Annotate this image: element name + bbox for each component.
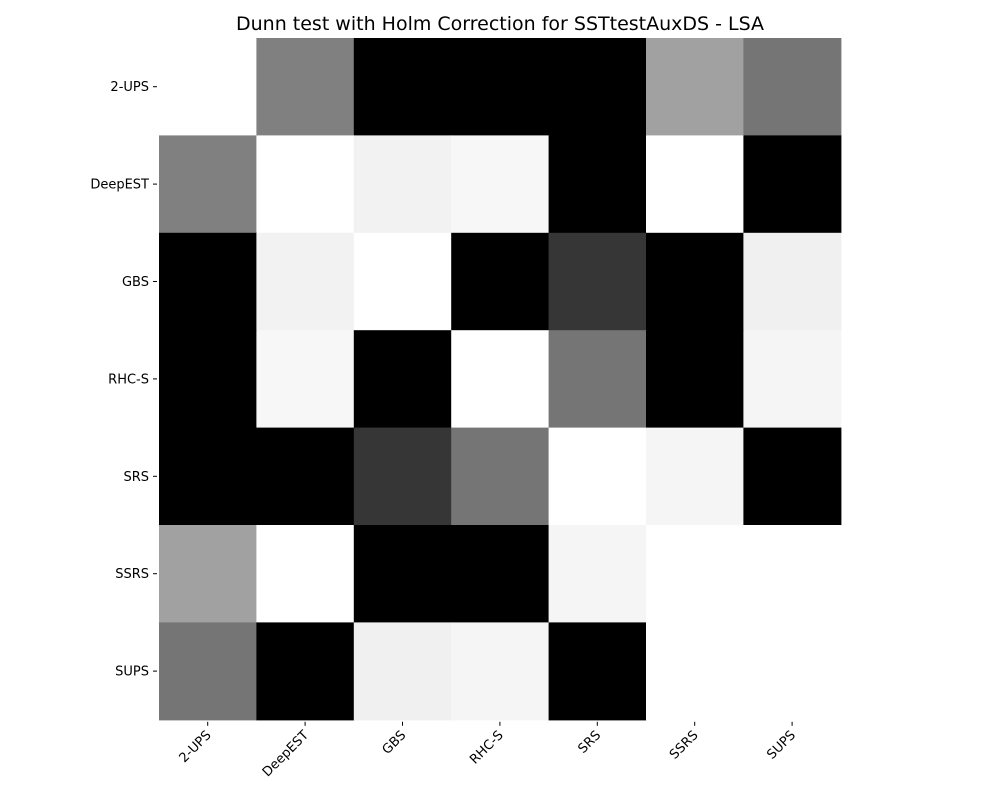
heatmap-cell-2-UPS-DeepEST: [256, 38, 355, 136]
heatmap-cell-SRS-2-UPS: [159, 427, 257, 526]
heatmap-cell-RHC-S-SSRS: [646, 330, 744, 429]
heatmap-cell-GBS-GBS: [353, 232, 452, 331]
heatmap-cell-SRS-SSRS: [646, 427, 744, 526]
heatmap-cell-2-UPS-2-UPS: [159, 38, 257, 136]
heatmap-cell-GBS-2-UPS: [159, 232, 257, 331]
heatmap-cell-SSRS-2-UPS: [159, 525, 257, 623]
column-tick-label: DeepEST: [260, 728, 312, 780]
row-tick-label: DeepEST: [90, 178, 149, 193]
row-tick-label: SUPS: [115, 665, 149, 680]
heatmap-cell-RHC-S-2-UPS: [159, 330, 257, 429]
row-tick-label: 2-UPS: [110, 80, 149, 95]
heatmap-cell-SUPS-RHC-S: [451, 622, 550, 721]
heatmap-cell-SSRS-SRS: [548, 525, 647, 623]
heatmap-cell-2-UPS-SUPS: [743, 38, 842, 136]
heatmap-cell-SRS-DeepEST: [256, 427, 355, 526]
heatmap-cell-RHC-S-SUPS: [743, 330, 842, 429]
heatmap-cells: [159, 38, 842, 721]
heatmap-cell-SRS-SRS: [548, 427, 647, 526]
column-tick-label: SRS: [575, 728, 604, 757]
row-tick-label: SRS: [123, 470, 149, 485]
heatmap-cell-SSRS-SSRS: [646, 525, 744, 623]
heatmap-cell-DeepEST-2-UPS: [159, 135, 257, 234]
heatmap-cell-SUPS-SUPS: [743, 622, 842, 721]
heatmap-cell-SSRS-GBS: [353, 525, 452, 623]
column-tick-label: GBS: [380, 728, 410, 758]
column-tick-label: SUPS: [764, 728, 799, 763]
heatmap-cell-DeepEST-SRS: [548, 135, 647, 234]
row-axis: 2-UPS DeepEST GBS RHC-S SRS SSRS SUPS: [90, 80, 157, 680]
heatmap-cell-SUPS-SRS: [548, 622, 647, 721]
heatmap-cell-RHC-S-DeepEST: [256, 330, 355, 429]
heatmap-cell-RHC-S-GBS: [353, 330, 452, 429]
row-tick-label: RHC-S: [108, 372, 149, 387]
chart-title: Dunn test with Holm Correction for SSTte…: [236, 13, 764, 35]
heatmap-cell-SSRS-SUPS: [743, 525, 842, 623]
heatmap-cell-RHC-S-RHC-S: [451, 330, 550, 429]
heatmap-cell-2-UPS-RHC-S: [451, 38, 550, 136]
heatmap-cell-SRS-RHC-S: [451, 427, 550, 526]
heatmap-cell-SRS-GBS: [353, 427, 452, 526]
heatmap-cell-DeepEST-GBS: [353, 135, 452, 234]
row-tick-label: SSRS: [115, 567, 149, 582]
heatmap-cell-SUPS-SSRS: [646, 622, 744, 721]
heatmap-cell-SUPS-2-UPS: [159, 622, 257, 721]
row-tick-label: GBS: [122, 275, 149, 290]
column-tick-label: RHC-S: [467, 728, 506, 767]
heatmap-cell-2-UPS-SSRS: [646, 38, 744, 136]
heatmap-cell-DeepEST-SSRS: [646, 135, 744, 234]
heatmap-cell-GBS-SUPS: [743, 232, 842, 331]
heatmap-cell-DeepEST-RHC-S: [451, 135, 550, 234]
heatmap-cell-SSRS-RHC-S: [451, 525, 550, 623]
column-tick-label: SSRS: [667, 728, 702, 763]
heatmap-cell-DeepEST-SUPS: [743, 135, 842, 234]
heatmap-cell-GBS-SRS: [548, 232, 647, 331]
column-axis: 2-UPS DeepEST GBS RHC-S SRS SSRS SUPS: [177, 721, 799, 780]
heatmap-cell-2-UPS-GBS: [353, 38, 452, 136]
heatmap-cell-DeepEST-DeepEST: [256, 135, 355, 234]
heatmap-cell-SUPS-GBS: [353, 622, 452, 721]
heatmap-cell-RHC-S-SRS: [548, 330, 647, 429]
heatmap-cell-SSRS-DeepEST: [256, 525, 355, 623]
heatmap-cell-SUPS-DeepEST: [256, 622, 355, 721]
heatmap-cell-GBS-DeepEST: [256, 232, 355, 331]
heatmap-cell-GBS-SSRS: [646, 232, 744, 331]
heatmap-cell-GBS-RHC-S: [451, 232, 550, 331]
heatmap-cell-SRS-SUPS: [743, 427, 842, 526]
heatmap-cell-2-UPS-SRS: [548, 38, 647, 136]
column-tick-label: 2-UPS: [177, 728, 215, 766]
